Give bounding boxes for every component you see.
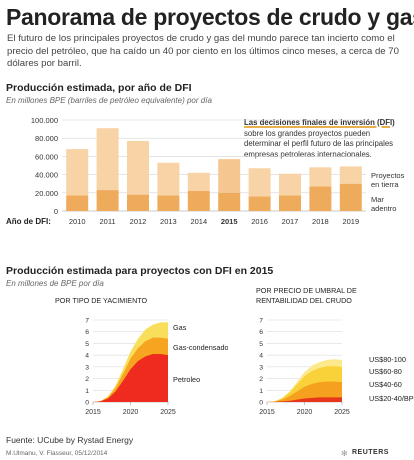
- intro-text: El futuro de los principales proyectos d…: [7, 33, 399, 69]
- bar-offshore-2016: [248, 196, 271, 211]
- series-label-gas-condensado: Gas-condensado: [173, 343, 228, 352]
- y-tick-label: 2: [85, 376, 89, 383]
- y-tick-label: 5: [259, 341, 263, 348]
- x-tick-label: 2018: [312, 217, 329, 226]
- section2-subtitle: En millones de BPE por día: [6, 279, 104, 288]
- y-tick-label: 0: [259, 400, 263, 407]
- x-tick-label: 2020: [297, 409, 313, 416]
- x-tick-label: 2020: [123, 409, 139, 416]
- legend-onshore-line2: en tierra: [371, 180, 399, 189]
- legend-onshore-line1: Proyectos: [371, 171, 405, 180]
- y-tick-label: 0: [85, 400, 89, 407]
- bar-chart-dfi: 0 20.000 40.000 60.000 80.000 100.000 2010 2011…: [6, 116, 405, 226]
- panel-title: POR TIPO DE YACIMIENTO: [55, 296, 148, 305]
- y-tick-label: 7: [259, 318, 263, 325]
- panel-title: RENTABILIDAD DEL CRUDO: [256, 296, 352, 305]
- dfi-note-body: sobre los grandes proyectos pueden deter…: [244, 128, 394, 159]
- x-tick-label: 2015: [221, 217, 238, 226]
- area-chart-by-field-type: POR TIPO DE YACIMIENTO 0 1 2 3 4 5 6 7 2015 2020 20…: [55, 296, 228, 416]
- series-label-us-20-40-bpe: US$20-40/BPE: [369, 394, 414, 403]
- bar-onshore-2018: [309, 167, 332, 187]
- x-tick-label: 2019: [342, 217, 359, 226]
- x-tick-label: 2012: [130, 217, 147, 226]
- y-tick-label: 5: [85, 341, 89, 348]
- bar-offshore-2017: [279, 195, 301, 211]
- y-tick-label: 6: [85, 329, 89, 336]
- series-label-gas: Gas: [173, 323, 187, 332]
- y-tick-label: 1: [85, 388, 89, 395]
- credit-line: M.Ulmanu, V. Flasseur, 05/12/2014: [6, 450, 108, 457]
- x-tick-label: 2025: [334, 409, 350, 416]
- legend-offshore-line2: adentro: [371, 204, 396, 213]
- x-tick-label: 2011: [100, 217, 116, 226]
- bar-onshore-2012: [127, 140, 149, 195]
- page-title: Panorama de proyectos de crudo y gas: [6, 4, 414, 30]
- bar-offshore-2018: [309, 186, 332, 211]
- x-tick-label: 2013: [160, 217, 177, 226]
- y-tick-label: 7: [85, 318, 89, 325]
- y-tick-label: 0: [54, 207, 58, 216]
- y-tick-label: 3: [85, 364, 89, 371]
- x-tick-label: 2025: [160, 409, 176, 416]
- bar-onshore-2014: [187, 172, 210, 191]
- bar-offshore-2013: [157, 195, 180, 211]
- x-axis-prefix: Año de DFI:: [6, 217, 51, 226]
- section1-title: Producción estimada, por año de DFI: [6, 82, 192, 94]
- bar-onshore-2016: [248, 168, 271, 197]
- y-tick-label: 4: [85, 353, 89, 360]
- bar-offshore-2012: [127, 194, 149, 211]
- y-tick-label: 6: [259, 329, 263, 336]
- bar-onshore-2013: [157, 162, 180, 196]
- x-tick-label: 2014: [190, 217, 207, 226]
- x-tick-label: 2010: [69, 217, 86, 226]
- section2-title: Producción estimada para proyectos con D…: [6, 265, 274, 277]
- area-us-20-40-bpe: [267, 397, 342, 402]
- y-tick-label: 40.000: [35, 171, 58, 180]
- area-us-40-60: [267, 381, 342, 402]
- bar-offshore-2015: [218, 192, 241, 211]
- x-tick-label: 2015: [259, 409, 275, 416]
- legend-offshore-line1: Mar: [371, 195, 384, 204]
- bar-offshore-2019: [339, 183, 362, 211]
- y-tick-label: 80.000: [35, 134, 58, 143]
- y-tick-label: 20.000: [35, 189, 58, 198]
- bar-onshore-2010: [66, 149, 89, 196]
- bar-offshore-2011: [96, 190, 119, 211]
- series-label-us-40-60: US$40-60: [369, 380, 402, 389]
- bar-onshore-2019: [339, 166, 362, 184]
- series-label-us-80-100: US$80-100: [369, 355, 406, 364]
- series-label-petroleo: Petroleo: [173, 375, 200, 384]
- x-tick-label: 2017: [282, 217, 299, 226]
- source-note: Fuente: UCube by Rystad Energy: [6, 435, 134, 445]
- reuters-brand: REUTERS: [352, 449, 389, 456]
- series-label-us-60-80: US$60-80: [369, 367, 402, 376]
- area-petroleo: [93, 353, 168, 402]
- panel-title: POR PRECIO DE UMBRAL DE: [256, 286, 357, 295]
- x-tick-label: 2015: [85, 409, 101, 416]
- bar-offshore-2010: [66, 195, 89, 211]
- y-tick-label: 1: [259, 388, 263, 395]
- y-tick-label: 2: [259, 376, 263, 383]
- y-tick-label: 100.000: [31, 116, 58, 125]
- y-tick-label: 3: [259, 364, 263, 371]
- y-tick-label: 60.000: [35, 152, 58, 161]
- bar-offshore-2014: [187, 190, 210, 211]
- bar-onshore-2011: [96, 128, 119, 191]
- dfi-note: Las decisiones finales de inversión (DFI…: [244, 118, 404, 160]
- y-tick-label: 4: [259, 353, 263, 360]
- x-tick-label: 2016: [251, 217, 268, 226]
- section1-subtitle: En millones BPE (barriles de petróleo eq…: [6, 96, 212, 105]
- reuters-logo-icon: ✻: [341, 449, 348, 458]
- dfi-note-strong: Las decisiones finales de inversión (DFI…: [244, 118, 395, 127]
- bar-onshore-2017: [279, 173, 301, 196]
- bar-onshore-2015: [218, 159, 241, 193]
